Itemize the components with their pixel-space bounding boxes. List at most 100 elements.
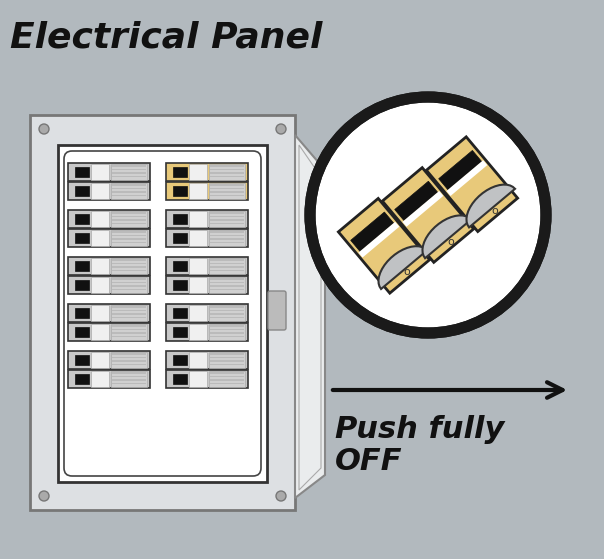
Bar — [91, 352, 109, 368]
Bar — [166, 210, 248, 228]
Bar — [210, 288, 244, 290]
Bar — [210, 357, 244, 358]
Bar — [208, 183, 245, 199]
Bar — [166, 257, 248, 275]
Bar — [111, 211, 147, 227]
Bar — [112, 288, 146, 290]
Bar — [173, 327, 187, 337]
Bar — [210, 282, 244, 283]
Bar — [74, 280, 89, 290]
Bar — [112, 168, 146, 170]
Bar — [68, 163, 150, 181]
Bar — [111, 324, 147, 340]
Bar — [210, 168, 244, 170]
Bar — [68, 257, 150, 275]
Bar — [112, 222, 146, 224]
Bar — [166, 370, 248, 388]
Bar — [74, 167, 89, 177]
Circle shape — [39, 491, 49, 501]
Bar — [112, 278, 146, 280]
Bar — [74, 214, 89, 224]
Polygon shape — [295, 135, 325, 498]
Bar — [210, 176, 244, 177]
Bar — [210, 234, 244, 236]
Bar — [210, 332, 244, 334]
Polygon shape — [439, 150, 481, 190]
Bar — [189, 164, 207, 180]
Bar — [208, 258, 245, 274]
Bar — [68, 304, 150, 322]
Text: o: o — [447, 236, 454, 247]
Polygon shape — [402, 191, 443, 227]
Bar — [91, 324, 109, 340]
Bar — [166, 182, 248, 200]
Bar — [91, 164, 109, 180]
Bar — [58, 145, 267, 482]
Polygon shape — [379, 246, 427, 289]
Bar — [173, 261, 187, 271]
Bar — [166, 163, 248, 181]
Bar — [208, 305, 245, 321]
Bar — [111, 352, 147, 368]
Bar — [111, 230, 147, 246]
Bar — [91, 258, 109, 274]
Bar — [210, 360, 244, 362]
Bar — [68, 370, 150, 388]
Bar — [210, 269, 244, 271]
Bar — [112, 176, 146, 177]
Circle shape — [310, 97, 546, 333]
Bar — [112, 357, 146, 358]
Bar — [74, 308, 89, 318]
Bar — [210, 316, 244, 318]
Bar — [210, 219, 244, 221]
Bar — [189, 371, 207, 387]
Bar — [112, 316, 146, 318]
Bar — [210, 212, 244, 214]
Bar — [210, 216, 244, 217]
Bar — [68, 323, 150, 341]
Bar — [112, 382, 146, 384]
Polygon shape — [426, 137, 518, 231]
Bar — [173, 214, 187, 224]
Bar — [210, 353, 244, 354]
Bar — [112, 360, 146, 362]
Bar — [210, 329, 244, 330]
Bar — [112, 363, 146, 365]
Bar — [173, 280, 187, 290]
Bar — [74, 233, 89, 243]
Bar — [189, 277, 207, 293]
Bar — [111, 164, 147, 180]
Bar — [208, 352, 245, 368]
Bar — [111, 305, 147, 321]
Bar — [74, 355, 89, 365]
Bar — [173, 355, 187, 365]
Bar — [112, 212, 146, 214]
Bar — [210, 382, 244, 384]
Bar — [173, 233, 187, 243]
Bar — [111, 371, 147, 387]
Bar — [210, 238, 244, 240]
Bar — [166, 323, 248, 341]
Circle shape — [276, 124, 286, 134]
Text: o: o — [491, 206, 498, 216]
Polygon shape — [394, 181, 438, 221]
Bar — [112, 353, 146, 354]
FancyBboxPatch shape — [268, 291, 286, 330]
Bar — [68, 210, 150, 228]
Bar — [112, 241, 146, 243]
Bar — [112, 259, 146, 260]
Bar — [210, 187, 244, 189]
Bar — [112, 332, 146, 334]
Polygon shape — [466, 184, 515, 228]
Bar — [112, 269, 146, 271]
Bar — [112, 325, 146, 326]
Bar — [112, 172, 146, 174]
Bar — [166, 304, 248, 322]
Bar — [91, 230, 109, 246]
Bar — [112, 379, 146, 381]
Bar — [112, 335, 146, 337]
Bar — [210, 266, 244, 268]
Bar — [189, 183, 207, 199]
Bar — [173, 308, 187, 318]
Bar — [173, 167, 187, 177]
